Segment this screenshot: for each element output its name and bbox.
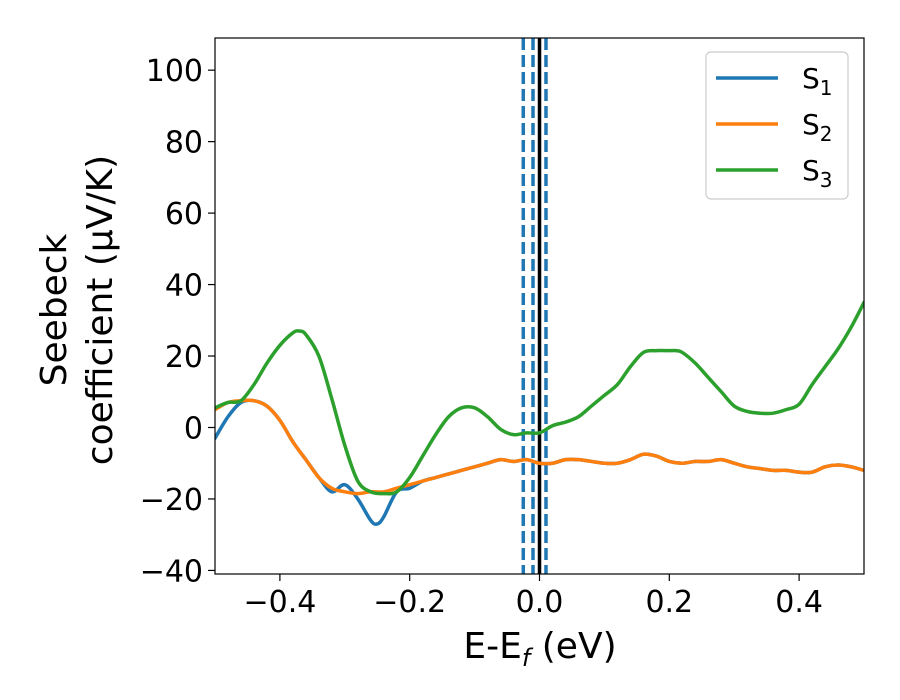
x-axis-label-main: E-E [463,626,521,667]
x-tick-label: −0.4 [243,585,316,620]
legend-label-s1: S1 [802,62,833,100]
legend: S1 S2 S3 [705,51,849,200]
legend-label-s2: S2 [802,108,833,146]
series-line-s3 [215,300,864,496]
y-tick-label: 60 [165,197,203,232]
x-tick-label: −0.2 [373,585,446,620]
x-tick-label: 0.2 [645,585,693,620]
x-tick-label: 0.4 [775,585,823,620]
x-axis-label-unit: (eV) [530,626,616,667]
y-axis-label-line2: coefficient (μV/K) [80,155,121,465]
y-tick-label: −20 [140,483,203,518]
y-tick-label: 80 [165,126,203,161]
x-tick-label: 0.0 [516,585,564,620]
y-tick-label: 100 [146,54,203,89]
legend-label-s3: S3 [802,154,833,192]
x-axis-label: E-Ef (eV) [463,626,616,672]
y-tick-label: 0 [184,411,203,446]
y-tick-label: 40 [165,269,203,304]
series-line-s2 [215,398,864,496]
y-axis-label-line1: Seebeck [34,233,75,386]
y-tick-label: 20 [165,340,203,375]
y-tick-label: −40 [140,554,203,589]
